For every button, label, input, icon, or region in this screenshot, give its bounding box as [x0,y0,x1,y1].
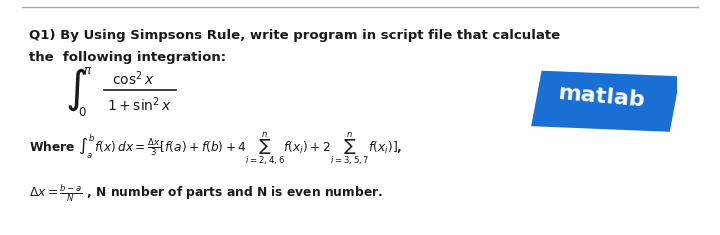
Text: the  following integration:: the following integration: [29,51,226,63]
Text: matlab: matlab [557,82,646,110]
Text: $\int$: $\int$ [65,66,87,113]
Text: $\Delta x = \frac{b-a}{N}$ , N number of parts and N is even number.: $\Delta x = \frac{b-a}{N}$ , N number of… [29,183,383,204]
FancyBboxPatch shape [531,71,680,132]
Text: $1+\sin^2 x$: $1+\sin^2 x$ [107,95,171,114]
Text: Where $\int_a^b f(x)\,dx = \frac{\Delta x}{3}[f(a) + f(b) + 4\sum_{i=2,4,6}^{n} : Where $\int_a^b f(x)\,dx = \frac{\Delta … [29,129,402,167]
Text: $\pi$: $\pi$ [83,64,92,77]
Text: Q1) By Using Simpsons Rule, write program in script file that calculate: Q1) By Using Simpsons Rule, write progra… [29,29,560,42]
Text: $0$: $0$ [78,106,86,119]
Text: $\cos^2 x$: $\cos^2 x$ [112,69,154,88]
